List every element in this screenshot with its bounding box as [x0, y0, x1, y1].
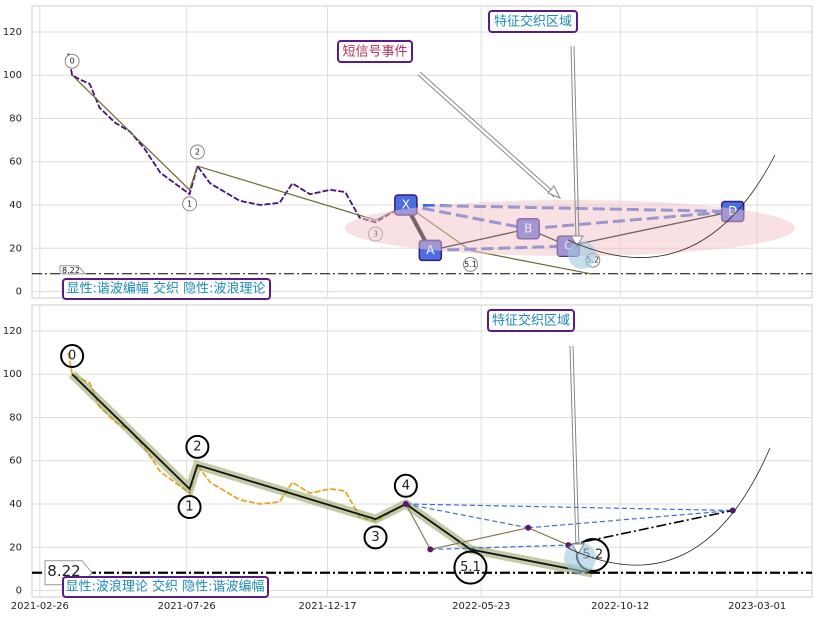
- arrow: [569, 345, 580, 549]
- y-tick-label: 100: [3, 369, 22, 380]
- wave-label: 0: [70, 57, 75, 66]
- y-tick-label: 0: [16, 287, 22, 298]
- x-tick-label: 2021-07-26: [158, 601, 216, 612]
- arrow-head: [547, 185, 562, 199]
- arrow-head: [570, 235, 584, 247]
- wave-label: 2: [193, 439, 201, 454]
- harmonic-point: [729, 507, 736, 514]
- projection-curve: [567, 154, 776, 258]
- y-tick-label: 100: [3, 70, 22, 81]
- x-tick-label: 2023-03-01: [728, 601, 786, 612]
- wave-label-circle: [462, 256, 478, 272]
- wave-label: 1: [185, 500, 193, 515]
- y-tick-label: 20: [9, 542, 22, 553]
- y-tick-label: 0: [16, 586, 22, 597]
- y-tick-label: 60: [9, 456, 22, 467]
- harmonic-leg: [430, 527, 529, 551]
- harmonic-diagonal: [405, 503, 529, 529]
- wave-label: 5.1: [460, 560, 481, 575]
- harmonic-diagonal: [430, 544, 569, 551]
- wave-label: 4: [402, 478, 410, 493]
- wave-label: 1: [187, 199, 192, 208]
- wave-label: 2: [195, 148, 200, 157]
- harmonic-diagonal: [528, 509, 733, 529]
- x-tick-label: 2021-12-17: [298, 601, 356, 612]
- wave-label-circle: [64, 53, 80, 69]
- wave-label: 0: [68, 349, 76, 364]
- wave-label-circle: [60, 344, 85, 369]
- threshold-label: 8.22: [62, 266, 80, 275]
- harmonic-label: X: [402, 197, 410, 211]
- price-line: [67, 53, 407, 224]
- highlight-zone: [345, 200, 795, 256]
- wave-label-circle: [393, 473, 418, 498]
- arrow: [570, 45, 580, 241]
- annotation: 特征交织区域: [494, 14, 572, 30]
- y-tick-label: 120: [3, 27, 22, 38]
- caption: 显性:波浪理论 交织 隐性:谐波编幅: [65, 579, 264, 595]
- y-tick-label: 120: [3, 326, 22, 337]
- annotation: 短信号事件: [342, 45, 407, 60]
- projection-curve: [567, 447, 771, 566]
- harmonic-point: [402, 500, 409, 507]
- threshold-flag: [59, 265, 87, 275]
- y-tick-label: 40: [9, 200, 22, 211]
- wave-label-circle: [189, 144, 205, 160]
- harmonic-leg: [527, 527, 569, 546]
- y-tick-label: 40: [9, 499, 22, 510]
- threshold-label: 8.22: [47, 562, 80, 580]
- y-tick-label: 60: [9, 157, 22, 168]
- harmonic-point: [427, 546, 434, 553]
- caption-box: [62, 278, 271, 300]
- y-tick-label: 80: [9, 113, 22, 124]
- wave-label: 3: [371, 530, 379, 545]
- plot-area: [31, 304, 813, 598]
- harmonic-leg: [568, 509, 733, 546]
- caption-box: [62, 576, 269, 598]
- annotation: 特征交织区域: [492, 313, 570, 329]
- wave-label-circle: [182, 196, 198, 212]
- annotation-box: [337, 40, 413, 63]
- arrow-head: [571, 543, 585, 555]
- wave-label-circle: [185, 434, 210, 459]
- wave-label-circle: [177, 495, 202, 520]
- arrow: [417, 71, 557, 198]
- y-tick-label: 80: [9, 412, 22, 423]
- wave-label: 5.1: [464, 260, 477, 269]
- x-tick-label: 2022-05-23: [452, 601, 510, 612]
- x-tick-label: 2021-02-26: [11, 601, 69, 612]
- annotation-box: [488, 10, 578, 33]
- wave-label-circle: [453, 550, 488, 585]
- annotation-box: [487, 309, 575, 332]
- harmonic-leg: [405, 503, 431, 550]
- caption: 显性:谐波编幅 交织 隐性:波浪理论: [66, 281, 265, 297]
- x-tick-label: 2022-10-12: [591, 601, 649, 612]
- harmonic-diagonal: [405, 503, 733, 512]
- highlight-zone: [568, 241, 596, 269]
- wave-label-circle: [363, 525, 388, 550]
- harmonic-point: [525, 524, 532, 531]
- wave-line: [71, 373, 593, 575]
- y-tick-label: 20: [9, 243, 22, 254]
